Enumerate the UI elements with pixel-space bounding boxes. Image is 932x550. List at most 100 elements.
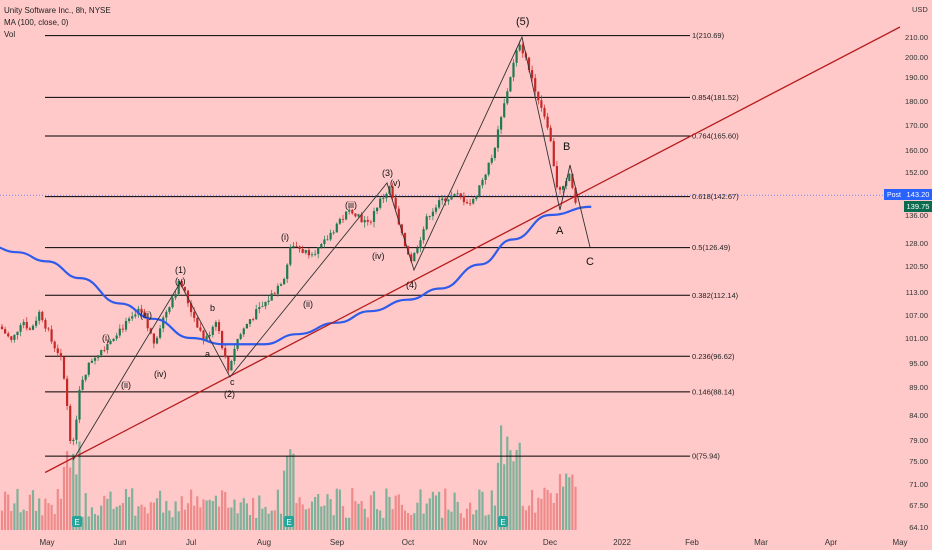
svg-text:E: E — [286, 518, 291, 527]
volume-bar — [558, 474, 562, 530]
candle-body — [171, 297, 174, 308]
candle-body — [506, 91, 509, 104]
candle-body — [248, 319, 252, 324]
volume-bar — [283, 470, 286, 530]
candle-body — [345, 211, 348, 220]
candle-body — [90, 360, 93, 363]
volume-bar — [351, 488, 354, 530]
candle-body — [537, 91, 540, 101]
volume-bar — [317, 494, 320, 530]
wave-label-5: (5) — [516, 16, 529, 28]
candle-body — [425, 216, 428, 230]
wave-label-B: B — [563, 141, 570, 153]
volume-bar — [214, 495, 217, 530]
volume-bar — [531, 490, 534, 530]
volume-bar — [379, 510, 382, 530]
candle-body — [224, 348, 227, 357]
volume-bar — [509, 450, 512, 530]
candle-body — [35, 320, 38, 326]
volume-bar — [388, 496, 391, 530]
candle-body — [233, 348, 236, 361]
volume-bar — [450, 511, 453, 530]
price-tick-label: 128.00 — [905, 239, 928, 248]
candle-body — [320, 244, 323, 248]
candle-body — [298, 246, 301, 250]
candle-body — [134, 314, 137, 317]
candle-body — [574, 187, 577, 203]
fib-level-label: 0.146(88.14) — [692, 387, 735, 396]
volume-bar — [428, 498, 431, 530]
volume-bar — [410, 514, 413, 530]
fibonacci-levels: 1(210.69) 0.854(181.52) 0.764(165.60) 0.618… — [45, 31, 739, 461]
time-axis[interactable]: May Jun Jul Aug Sep Oct Nov Dec 2022 Feb Mar Apr May — [39, 538, 907, 547]
candle-body — [190, 303, 193, 313]
volume-bar — [484, 515, 487, 530]
volume-bar — [289, 449, 292, 530]
candle-body — [84, 374, 87, 380]
candle-body — [202, 330, 205, 340]
volume-bar — [537, 497, 540, 530]
price-tick-label: 170.00 — [905, 121, 928, 130]
candle-body — [295, 245, 298, 247]
price-tick-label: 152.00 — [905, 168, 928, 177]
volume-indicator-label: Vol — [4, 30, 15, 39]
candle-body — [419, 240, 422, 249]
volume-bar — [506, 436, 509, 530]
candle-body — [44, 320, 47, 329]
candle-body — [103, 350, 106, 351]
volume-bar — [434, 495, 438, 530]
candle-body — [332, 232, 335, 234]
volume-bar — [41, 515, 44, 530]
candle-body — [335, 223, 338, 233]
time-tick-label: May — [39, 538, 54, 547]
candle-body — [341, 218, 345, 220]
volume-bar — [199, 507, 202, 530]
volume-bar — [382, 517, 385, 530]
candle-body — [283, 278, 286, 285]
volume-bar — [459, 513, 462, 530]
volume-bar — [574, 486, 577, 530]
candle-body — [72, 439, 75, 441]
candle-body — [481, 179, 484, 186]
currency-unit: USD — [912, 5, 928, 14]
volume-bar — [403, 510, 407, 530]
candle-body — [66, 378, 69, 406]
volume-bar — [329, 499, 332, 530]
candle-body — [261, 306, 264, 308]
candle-body — [93, 357, 97, 361]
candle-body — [264, 301, 267, 307]
candle-body — [357, 214, 360, 217]
time-tick-label: Jul — [186, 538, 196, 547]
candle-body — [314, 253, 317, 255]
volume-bar — [360, 501, 363, 530]
volume-bar — [481, 491, 484, 530]
volume-bar — [143, 506, 146, 530]
volume-bar — [38, 498, 41, 530]
time-tick-label: Sep — [330, 538, 345, 547]
candle-body — [496, 129, 500, 148]
candle-body — [245, 323, 248, 329]
volume-bar — [447, 509, 450, 530]
wave-label-v-a: (v) — [175, 276, 186, 286]
price-tick-label: 67.50 — [909, 501, 928, 510]
price-tick-label: 120.50 — [905, 262, 928, 271]
price-axis[interactable]: 210.00 200.00 190.00 180.00 170.00 160.00 152.… — [905, 33, 928, 532]
volume-bar — [90, 507, 93, 530]
volume-bar — [397, 494, 400, 530]
volume-bar — [394, 495, 397, 530]
candle-body — [183, 286, 186, 291]
volume-bar — [7, 494, 10, 530]
post-price-badge: Post 143.20 — [884, 189, 932, 200]
candle-body — [97, 355, 100, 358]
price-tick-label: 75.00 — [909, 457, 928, 466]
candle-body — [87, 362, 90, 375]
trend-line[interactable] — [44, 26, 901, 474]
volume-bar — [295, 503, 298, 530]
volume-bar — [314, 496, 317, 530]
candle-body — [217, 322, 221, 332]
candle-body — [242, 328, 245, 335]
wave-label-v-b: (v) — [390, 178, 401, 188]
candle-body — [558, 187, 562, 190]
volume-bar — [310, 501, 314, 530]
